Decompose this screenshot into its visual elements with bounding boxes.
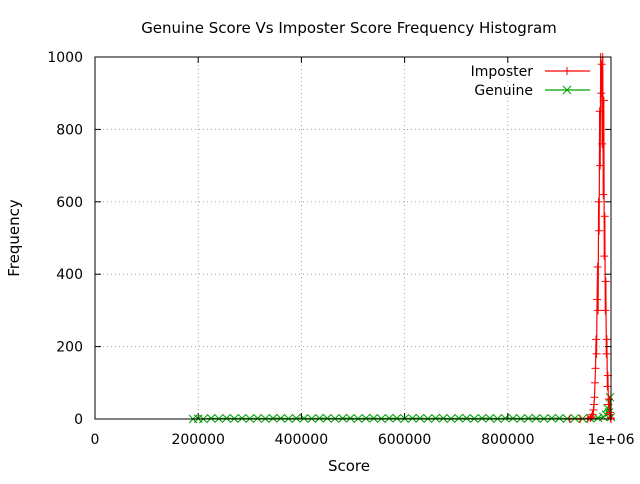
y-tick-label: 0 (74, 412, 83, 428)
imposter-point (588, 410, 597, 419)
axis-ticks: 0 200 400 600 800 1000 0 200000 400000 600000 8000… (47, 50, 634, 448)
x-tick-label: 0 (91, 432, 100, 448)
genuine-point (253, 413, 262, 423)
legend-marker (562, 85, 572, 95)
imposter-point (598, 139, 607, 148)
imposter-point (597, 89, 606, 98)
imposter-point (601, 277, 610, 286)
genuine-point (454, 413, 464, 423)
genuine-point (531, 413, 541, 423)
genuine-point (338, 413, 348, 423)
imposter-point (593, 262, 602, 271)
genuine-point (392, 413, 402, 423)
x-tick-label: 400000 (275, 432, 328, 448)
imposter-point (599, 96, 608, 105)
genuine-point (438, 413, 448, 423)
genuine-point (547, 413, 557, 423)
imposter-point (594, 306, 603, 315)
grid (95, 57, 611, 419)
imposter-point (593, 295, 602, 304)
genuine-point (276, 413, 286, 423)
genuine-point (605, 392, 615, 402)
x-tick-label: 600000 (378, 432, 431, 448)
genuine-point (415, 413, 425, 423)
genuine-point (508, 413, 518, 423)
legend: Imposter Genuine (471, 64, 590, 99)
genuine-point (524, 413, 533, 423)
imposter-point (603, 382, 612, 391)
imposter-point (596, 161, 605, 170)
genuine-point (361, 413, 371, 423)
genuine-point (593, 413, 603, 423)
imposter-point (602, 349, 611, 358)
imposter-point (591, 364, 600, 373)
legend-marker (563, 67, 571, 75)
genuine-point (369, 413, 378, 423)
y-axis-label: Frequency (5, 199, 23, 277)
legend-label: Genuine (474, 83, 533, 99)
x-tick-label: 1e+06 (587, 432, 634, 448)
y-tick-label: 1000 (47, 50, 83, 66)
imposter-point (606, 413, 615, 422)
genuine-point (384, 413, 394, 423)
legend-item-genuine: Genuine (474, 83, 590, 99)
imposter-point (597, 60, 606, 69)
imposter-point (605, 408, 614, 417)
y-tick-label: 800 (56, 122, 83, 138)
chart-title: Genuine Score Vs Imposter Score Frequenc… (141, 19, 557, 37)
y-tick-label: 200 (56, 340, 83, 356)
imposter-point (599, 190, 608, 199)
series-layer (188, 53, 616, 424)
legend-label: Imposter (471, 64, 534, 80)
imposter-point (594, 197, 603, 206)
genuine-point (462, 413, 471, 423)
imposter-point (601, 306, 610, 315)
imposter-series (565, 53, 615, 423)
imposter-point (595, 226, 604, 235)
genuine-point (431, 413, 440, 423)
genuine-point (206, 413, 216, 423)
imposter-point (590, 393, 599, 402)
plot-frame (94, 56, 612, 420)
imposter-point (592, 349, 601, 358)
genuine-point (291, 413, 301, 423)
imposter-point (591, 378, 600, 387)
x-axis-label: Score (328, 457, 370, 475)
genuine-point (268, 413, 278, 423)
genuine-point (222, 413, 231, 423)
imposter-point (602, 335, 611, 344)
imposter-point (589, 400, 598, 409)
x-tick-label: 800000 (481, 432, 534, 448)
genuine-point (315, 413, 324, 423)
imposter-point (600, 252, 609, 261)
genuine-point (237, 413, 247, 423)
genuine-point (407, 413, 417, 423)
genuine-point (485, 413, 495, 423)
genuine-point (570, 413, 580, 423)
imposter-point (589, 405, 598, 414)
genuine-point (322, 413, 332, 423)
y-tick-label: 600 (56, 195, 83, 211)
imposter-point (592, 335, 601, 344)
imposter-point (586, 413, 595, 422)
x-tick-label: 200000 (171, 432, 224, 448)
legend-item-imposter: Imposter (471, 64, 590, 80)
y-tick-label: 400 (56, 267, 83, 283)
genuine-point (346, 413, 355, 423)
imposter-point (600, 212, 609, 221)
genuine-point (555, 413, 564, 423)
imposter-point (604, 395, 613, 404)
genuine-point (477, 413, 487, 423)
imposter-line (569, 56, 612, 420)
imposter-point (595, 107, 604, 116)
